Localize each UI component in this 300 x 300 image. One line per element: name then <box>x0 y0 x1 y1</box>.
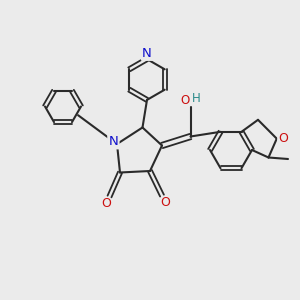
Text: O: O <box>101 196 111 210</box>
Text: O: O <box>278 132 288 145</box>
Text: N: N <box>142 46 152 60</box>
Text: N: N <box>109 135 118 148</box>
Text: H: H <box>191 92 200 105</box>
Text: O: O <box>160 196 170 209</box>
Text: O: O <box>181 94 190 107</box>
